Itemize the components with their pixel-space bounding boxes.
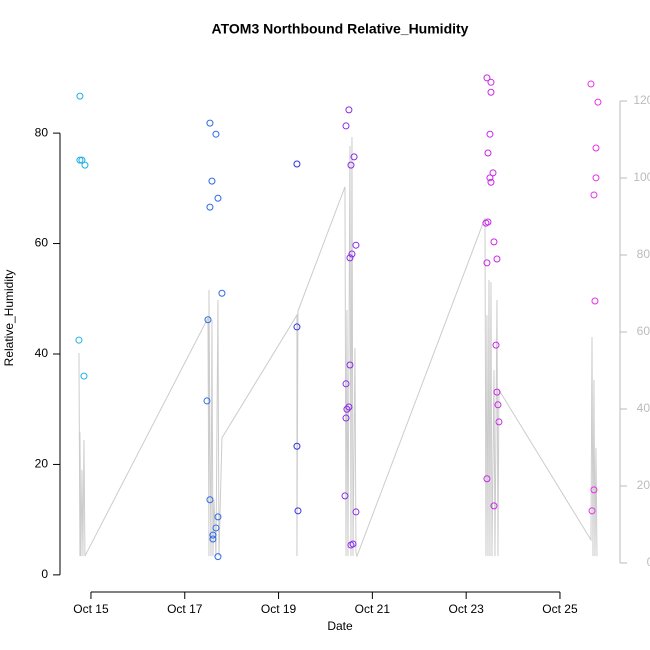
data-point xyxy=(590,191,598,199)
data-point xyxy=(203,397,211,405)
data-point xyxy=(206,496,214,504)
data-point xyxy=(484,149,492,157)
data-point xyxy=(209,535,217,543)
data-point xyxy=(350,153,358,161)
data-point xyxy=(492,341,500,349)
y-axis-label: Relative_Humidity xyxy=(2,270,16,367)
data-point xyxy=(495,418,503,426)
x-tick-label: Oct 25 xyxy=(542,602,578,616)
y2-tick-label: 10000 xyxy=(633,170,650,184)
data-point xyxy=(594,98,602,106)
data-point xyxy=(293,323,301,331)
x-axis-label: Date xyxy=(327,619,353,633)
data-point xyxy=(352,508,360,516)
data-point xyxy=(347,161,355,169)
data-point xyxy=(352,241,360,249)
x-tick-label: Oct 19 xyxy=(261,602,297,616)
data-point xyxy=(214,513,222,521)
data-point xyxy=(590,486,598,494)
data-point xyxy=(342,122,350,130)
data-point xyxy=(218,289,226,297)
x-tick-label: Oct 21 xyxy=(355,602,391,616)
data-point xyxy=(293,442,301,450)
data-point xyxy=(345,403,353,411)
data-point xyxy=(494,401,502,409)
data-point xyxy=(587,80,595,88)
y-tick-label: 60 xyxy=(35,236,49,250)
y-tick-label: 0 xyxy=(41,567,48,581)
data-point xyxy=(487,88,495,96)
data-point xyxy=(208,177,216,185)
data-point xyxy=(483,475,491,483)
data-point xyxy=(204,316,212,324)
data-point xyxy=(346,361,354,369)
data-point xyxy=(487,78,495,86)
data-point xyxy=(490,502,498,510)
data-point xyxy=(487,178,495,186)
data-point xyxy=(489,169,497,177)
data-point xyxy=(483,74,491,82)
data-point xyxy=(341,492,349,500)
y2-tick-label: 4000 xyxy=(637,401,650,415)
data-point xyxy=(212,130,220,138)
data-point xyxy=(75,336,83,344)
data-point xyxy=(214,553,222,561)
data-point xyxy=(493,255,501,263)
y2-tick-label: 2000 xyxy=(637,478,650,492)
data-point xyxy=(342,414,350,422)
data-point xyxy=(345,106,353,114)
x-tick-label: Oct 23 xyxy=(448,602,484,616)
y2-tick-label: 8000 xyxy=(637,247,650,261)
data-point xyxy=(592,174,600,182)
data-point xyxy=(342,380,350,388)
data-point xyxy=(76,156,84,164)
data-point xyxy=(490,238,498,246)
data-point xyxy=(209,531,217,539)
data-point xyxy=(493,388,501,396)
data-point xyxy=(592,144,600,152)
data-point xyxy=(212,524,220,532)
data-point xyxy=(486,174,494,182)
data-point xyxy=(347,541,355,549)
data-point xyxy=(214,194,222,202)
x-tick-label: Oct 15 xyxy=(73,602,109,616)
data-point xyxy=(486,130,494,138)
y-tick-label: 80 xyxy=(35,125,49,139)
y-tick-label: 40 xyxy=(35,346,49,360)
data-point xyxy=(348,250,356,258)
data-point xyxy=(588,507,596,515)
data-point xyxy=(483,259,491,267)
data-point xyxy=(81,161,89,169)
data-point xyxy=(293,160,301,168)
data-point xyxy=(78,156,86,164)
data-point xyxy=(591,297,599,305)
x-tick-label: Oct 17 xyxy=(167,602,203,616)
data-point xyxy=(206,203,214,211)
y2-tick-label: 6000 xyxy=(637,324,650,338)
data-point xyxy=(80,372,88,380)
chart-title: ATOM3 Northbound Relative_Humidity xyxy=(212,21,469,37)
data-point xyxy=(76,92,84,100)
data-point xyxy=(482,219,490,227)
y2-tick-label: 12000 xyxy=(633,93,650,107)
data-point xyxy=(294,507,302,515)
y2-tick-label: 0 xyxy=(647,555,650,569)
y-tick-label: 20 xyxy=(35,457,49,471)
data-point xyxy=(206,119,214,127)
data-point xyxy=(346,254,354,262)
data-point xyxy=(343,405,351,413)
